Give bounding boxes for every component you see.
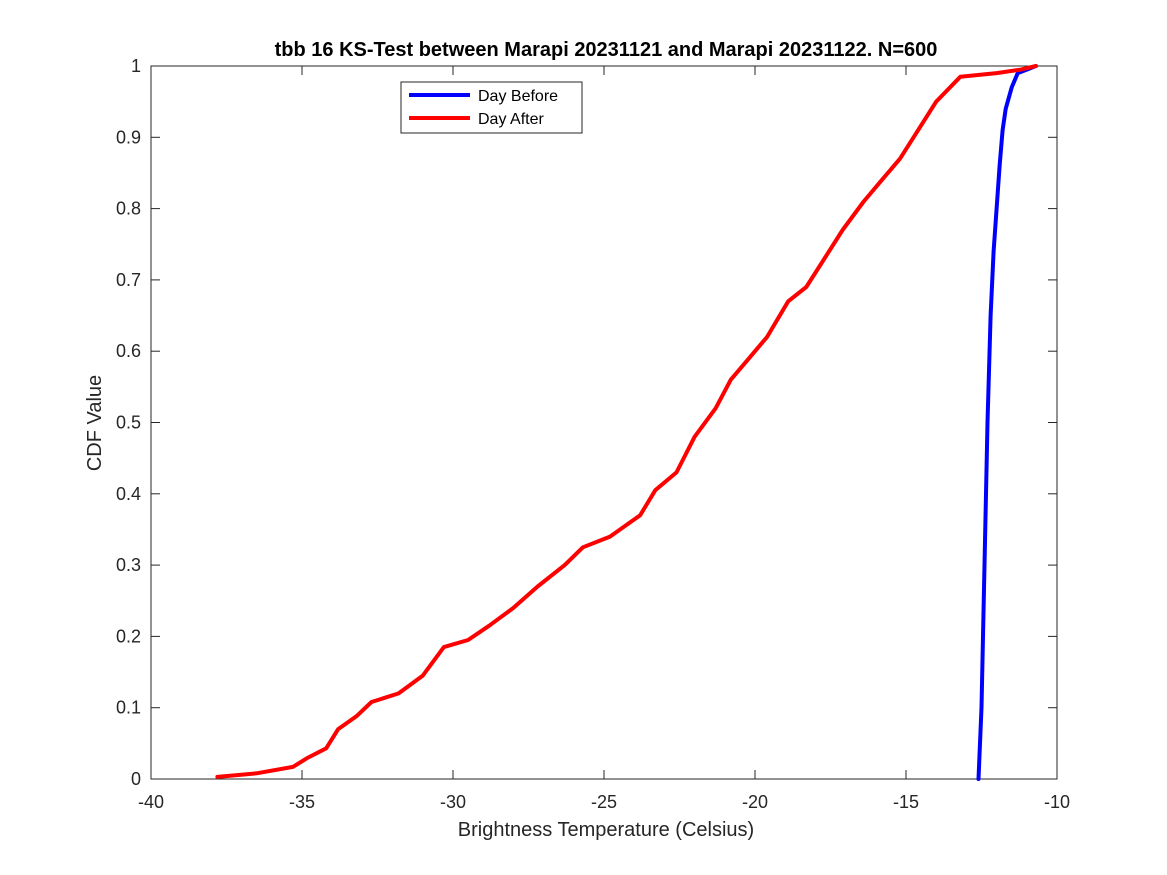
series-layer xyxy=(215,64,1038,781)
y-tick-label: 0.3 xyxy=(116,555,141,575)
chart-title: tbb 16 KS-Test between Marapi 20231121 a… xyxy=(275,39,938,61)
series-line-day-before xyxy=(976,64,1038,781)
y-tick-label: 1 xyxy=(131,56,141,76)
x-tick-label: -20 xyxy=(742,792,768,812)
y-axis-label: CDF Value xyxy=(84,375,106,471)
y-tick-label: 0.2 xyxy=(116,626,141,646)
series-line-day-after xyxy=(215,64,1038,779)
legend-box xyxy=(400,81,583,134)
y-tick-label: 0.6 xyxy=(116,341,141,361)
legend: Day Before Day After xyxy=(400,81,583,134)
y-tick-label: 0.8 xyxy=(116,199,141,219)
x-tick-label: -25 xyxy=(591,792,617,812)
plot-area xyxy=(150,65,1058,780)
x-tick-label: -15 xyxy=(893,792,919,812)
y-tick-label: 0 xyxy=(131,769,141,789)
x-tick-label: -30 xyxy=(440,792,466,812)
x-tick-label: -35 xyxy=(289,792,315,812)
x-axis: -40 -35 -30 -25 -20 -15 -10 xyxy=(138,66,1070,812)
y-tick-label: 0.7 xyxy=(116,270,141,290)
x-tick-label: -40 xyxy=(138,792,164,812)
x-tick-label: -10 xyxy=(1044,792,1070,812)
y-tick-label: 0.1 xyxy=(116,698,141,718)
y-tick-label: 0.4 xyxy=(116,484,141,504)
y-tick-label: 0.5 xyxy=(116,413,141,433)
legend-label-day-before: Day Before xyxy=(478,88,558,105)
y-axis: 0 0.1 0.2 0.3 0.4 0.5 0.6 0.7 0.8 0.9 1 xyxy=(116,56,1057,789)
axes-box xyxy=(150,65,1058,780)
x-axis-label: Brightness Temperature (Celsius) xyxy=(458,819,754,841)
y-tick-label: 0.9 xyxy=(116,127,141,147)
legend-label-day-after: Day After xyxy=(478,111,544,128)
